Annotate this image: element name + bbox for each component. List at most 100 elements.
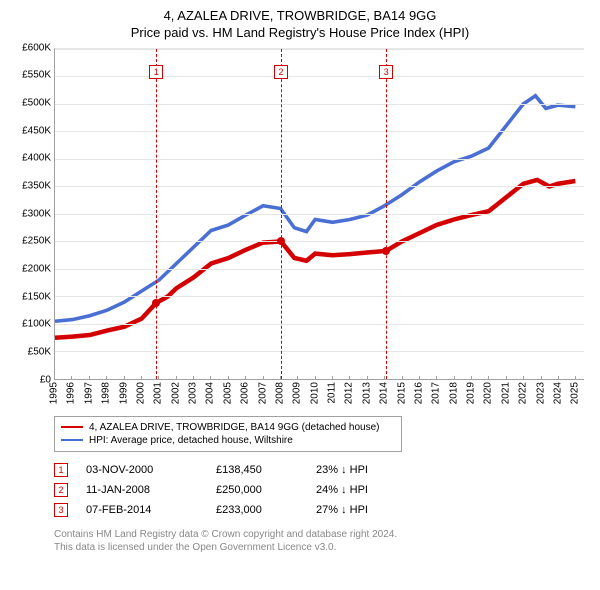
sale-date: 11-JAN-2008	[86, 484, 216, 496]
x-tick-label: 2002	[170, 382, 181, 404]
gridline-h	[55, 269, 584, 270]
sale-date: 03-NOV-2000	[86, 464, 216, 476]
x-tick-mark	[176, 376, 177, 380]
legend-swatch	[61, 426, 83, 428]
y-axis: £0£50K£100K£150K£200K£250K£300K£350K£400…	[12, 48, 54, 380]
gridline-h	[55, 324, 584, 325]
x-tick-label: 2024	[552, 382, 563, 404]
gridline-h	[55, 49, 584, 50]
x-axis: 1995199619971998199920002001200220032004…	[54, 380, 584, 410]
sale-number-box: 2	[54, 483, 68, 497]
x-tick-mark	[506, 376, 507, 380]
x-tick-mark	[349, 376, 350, 380]
x-tick-label: 2009	[292, 382, 303, 404]
x-tick-mark	[471, 376, 472, 380]
sale-price: £250,000	[216, 484, 316, 496]
gridline-h	[55, 186, 584, 187]
x-tick-label: 2014	[379, 382, 390, 404]
x-tick-label: 1996	[66, 382, 77, 404]
x-tick-mark	[124, 376, 125, 380]
sale-row: 2 11-JAN-2008£250,00024% ↓ HPI	[54, 480, 588, 500]
footer: Contains HM Land Registry data © Crown c…	[54, 528, 588, 554]
title-block: 4, AZALEA DRIVE, TROWBRIDGE, BA14 9GG Pr…	[12, 8, 588, 42]
plot-area: 123	[54, 48, 584, 380]
legend: 4, AZALEA DRIVE, TROWBRIDGE, BA14 9GG (d…	[54, 416, 402, 452]
legend-label: HPI: Average price, detached house, Wilt…	[89, 435, 293, 446]
y-tick-label: £400K	[22, 153, 51, 164]
y-tick-label: £50K	[28, 347, 51, 358]
x-tick-mark	[436, 376, 437, 380]
y-tick-label: £450K	[22, 125, 51, 136]
chart-container: 4, AZALEA DRIVE, TROWBRIDGE, BA14 9GG Pr…	[0, 0, 600, 590]
x-tick-label: 2012	[344, 382, 355, 404]
sales-table: 103-NOV-2000£138,45023% ↓ HPI211-JAN-200…	[54, 460, 588, 520]
sale-vertical-line	[156, 49, 157, 379]
sale-marker-box: 1	[149, 65, 163, 79]
x-tick-label: 2006	[240, 382, 251, 404]
y-tick-label: £200K	[22, 264, 51, 275]
gridline-h	[55, 131, 584, 132]
x-tick-label: 2015	[396, 382, 407, 404]
sale-dot	[382, 247, 390, 255]
gridline-h	[55, 76, 584, 77]
sale-price: £233,000	[216, 504, 316, 516]
x-tick-mark	[419, 376, 420, 380]
x-tick-mark	[193, 376, 194, 380]
gridline-h	[55, 296, 584, 297]
gridline-h	[55, 159, 584, 160]
x-tick-label: 1997	[83, 382, 94, 404]
x-tick-label: 2011	[327, 382, 338, 404]
sale-hpi-diff: 24% ↓ HPI	[316, 484, 416, 496]
y-tick-label: £350K	[22, 181, 51, 192]
sale-hpi-diff: 23% ↓ HPI	[316, 464, 416, 476]
title-address: 4, AZALEA DRIVE, TROWBRIDGE, BA14 9GG	[12, 8, 588, 25]
x-tick-mark	[558, 376, 559, 380]
x-tick-label: 1999	[118, 382, 129, 404]
x-tick-label: 2023	[535, 382, 546, 404]
x-tick-label: 2016	[413, 382, 424, 404]
y-tick-label: £550K	[22, 70, 51, 81]
legend-swatch	[61, 439, 83, 441]
sale-row: 307-FEB-2014£233,00027% ↓ HPI	[54, 500, 588, 520]
x-tick-label: 2001	[153, 382, 164, 404]
x-tick-mark	[106, 376, 107, 380]
x-tick-label: 2003	[188, 382, 199, 404]
x-tick-mark	[280, 376, 281, 380]
sale-dot	[277, 237, 285, 245]
x-tick-mark	[384, 376, 385, 380]
y-tick-label: £300K	[22, 208, 51, 219]
x-tick-mark	[210, 376, 211, 380]
x-tick-mark	[297, 376, 298, 380]
x-tick-label: 2007	[257, 382, 268, 404]
x-tick-mark	[332, 376, 333, 380]
x-tick-mark	[402, 376, 403, 380]
sale-dot	[152, 299, 160, 307]
legend-row: HPI: Average price, detached house, Wilt…	[61, 434, 395, 447]
sale-marker-box: 2	[274, 65, 288, 79]
legend-row: 4, AZALEA DRIVE, TROWBRIDGE, BA14 9GG (d…	[61, 421, 395, 434]
x-tick-mark	[89, 376, 90, 380]
y-tick-label: £600K	[22, 42, 51, 53]
sale-price: £138,450	[216, 464, 316, 476]
series-hpi	[55, 96, 575, 322]
x-tick-mark	[228, 376, 229, 380]
x-tick-mark	[541, 376, 542, 380]
legend-label: 4, AZALEA DRIVE, TROWBRIDGE, BA14 9GG (d…	[89, 422, 380, 433]
x-tick-label: 2020	[483, 382, 494, 404]
y-tick-label: £100K	[22, 319, 51, 330]
x-tick-label: 2025	[570, 382, 581, 404]
title-subtitle: Price paid vs. HM Land Registry's House …	[12, 25, 588, 42]
y-tick-label: £250K	[22, 236, 51, 247]
x-tick-mark	[263, 376, 264, 380]
x-tick-mark	[54, 376, 55, 380]
sale-hpi-diff: 27% ↓ HPI	[316, 504, 416, 516]
x-tick-label: 2008	[274, 382, 285, 404]
x-tick-mark	[245, 376, 246, 380]
x-tick-label: 2019	[466, 382, 477, 404]
sale-vertical-line	[386, 49, 387, 379]
gridline-h	[55, 214, 584, 215]
x-tick-mark	[575, 376, 576, 380]
x-tick-mark	[367, 376, 368, 380]
x-tick-label: 2005	[222, 382, 233, 404]
x-tick-label: 2004	[205, 382, 216, 404]
